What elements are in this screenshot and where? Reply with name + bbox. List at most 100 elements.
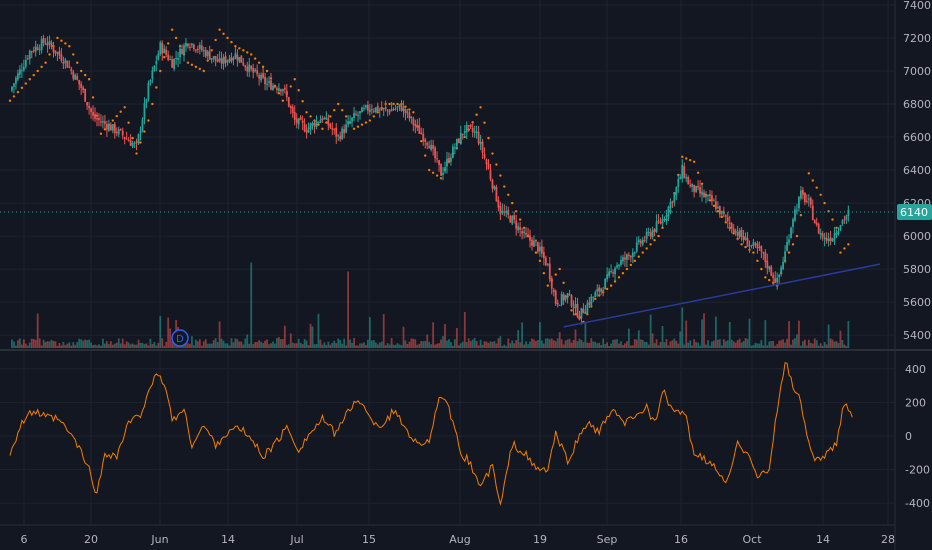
- candle-body: [66, 61, 69, 68]
- candle-body: [798, 196, 800, 209]
- volume-bar: [841, 339, 844, 348]
- volume-bar: [400, 345, 403, 348]
- volume-bar: [780, 340, 783, 348]
- volume-bar: [663, 342, 666, 348]
- candle-body: [758, 246, 761, 248]
- time-tick-label: 28: [881, 533, 895, 546]
- volume-bar: [823, 342, 826, 348]
- volume-bar: [639, 339, 642, 348]
- candle-body: [582, 309, 585, 313]
- candle-body: [580, 307, 583, 319]
- volume-bar: [218, 321, 221, 348]
- candle-body: [119, 128, 122, 130]
- sar-dot: [491, 152, 494, 155]
- candle-body: [540, 246, 543, 254]
- candle-body: [598, 287, 601, 292]
- sar-dot: [475, 113, 478, 116]
- volume-bar: [835, 341, 838, 348]
- candle-body: [96, 118, 98, 120]
- candle-body: [192, 44, 195, 50]
- volume-bar: [503, 344, 506, 348]
- sar-dot: [317, 123, 320, 126]
- volume-bar: [792, 339, 794, 348]
- candle-body: [301, 120, 304, 124]
- sar-dot: [768, 278, 771, 282]
- volume-bar: [831, 339, 834, 348]
- oscillator-axis: 400 200 0 -200 -400: [905, 363, 930, 510]
- sar-dot: [143, 130, 146, 133]
- candle-body: [131, 143, 134, 147]
- volume-bar: [363, 342, 365, 348]
- candle-body: [270, 80, 272, 90]
- volume-bar: [220, 338, 223, 348]
- candle-body: [629, 255, 632, 258]
- volume-bar: [11, 339, 13, 348]
- candle-body: [829, 237, 832, 241]
- candle-body: [218, 58, 221, 62]
- volume-bar: [100, 345, 102, 348]
- volume-bar: [525, 341, 527, 348]
- candle-body: [835, 232, 838, 235]
- candle-body: [699, 187, 701, 194]
- volume-bar: [762, 345, 765, 348]
- volume-bar: [295, 343, 298, 348]
- volume-bar: [291, 342, 294, 348]
- volume-bar: [497, 338, 500, 348]
- time-tick-label: Sep: [597, 533, 618, 546]
- candle-body: [232, 58, 235, 60]
- candle-body: [531, 239, 533, 246]
- sar-dot: [720, 215, 724, 219]
- sar-dot: [621, 272, 625, 275]
- volume-bar: [754, 342, 757, 348]
- candle-body: [574, 303, 577, 308]
- volume-bar: [117, 338, 120, 348]
- sar-dot: [546, 284, 550, 287]
- sar-dot: [685, 157, 688, 160]
- volume-bar: [222, 340, 225, 348]
- candle-body: [790, 227, 792, 238]
- volume-bar: [248, 343, 251, 348]
- volume-bar: [507, 338, 510, 348]
- volume-bar: [38, 338, 41, 348]
- candle-body: [84, 89, 87, 102]
- sar-dot: [337, 102, 340, 106]
- candle-body: [153, 65, 156, 71]
- sar-dot: [570, 309, 573, 312]
- volume-bar: [20, 344, 23, 348]
- candle-body: [720, 210, 723, 214]
- sar-dot: [131, 136, 134, 140]
- volume-bar: [270, 343, 272, 348]
- volume-bar: [68, 342, 71, 348]
- volume-bar: [256, 341, 259, 348]
- candle-body: [467, 125, 470, 127]
- volume-bar: [382, 314, 385, 348]
- candle-body: [18, 69, 21, 75]
- candle-body: [535, 239, 537, 242]
- volume-bar: [359, 343, 361, 348]
- candle-body: [13, 83, 15, 87]
- candle-body: [815, 222, 818, 225]
- dividend-marker[interactable]: [171, 329, 189, 347]
- volume-bar: [523, 344, 525, 348]
- volume-bar: [406, 343, 409, 348]
- candle-body: [133, 142, 136, 144]
- price-tick-label: 7400: [903, 0, 931, 12]
- candle-body: [279, 89, 282, 92]
- volume-bar: [191, 336, 193, 348]
- volume-bar: [163, 345, 166, 348]
- candle-body: [311, 122, 314, 126]
- candle-body: [305, 130, 308, 133]
- candle-body: [345, 124, 348, 133]
- volume-bar: [689, 340, 692, 348]
- volume-bar: [22, 339, 25, 348]
- volume-bar: [321, 344, 324, 348]
- volume-bar: [357, 345, 359, 348]
- volume-bar: [210, 343, 213, 348]
- price-tick-label: 6400: [903, 164, 931, 177]
- volume-bar: [325, 345, 328, 348]
- candle-body: [588, 302, 591, 305]
- volume-bar: [519, 342, 522, 348]
- support-trendline[interactable]: [563, 263, 881, 328]
- candle-body: [139, 130, 142, 134]
- volume-bar: [442, 336, 444, 348]
